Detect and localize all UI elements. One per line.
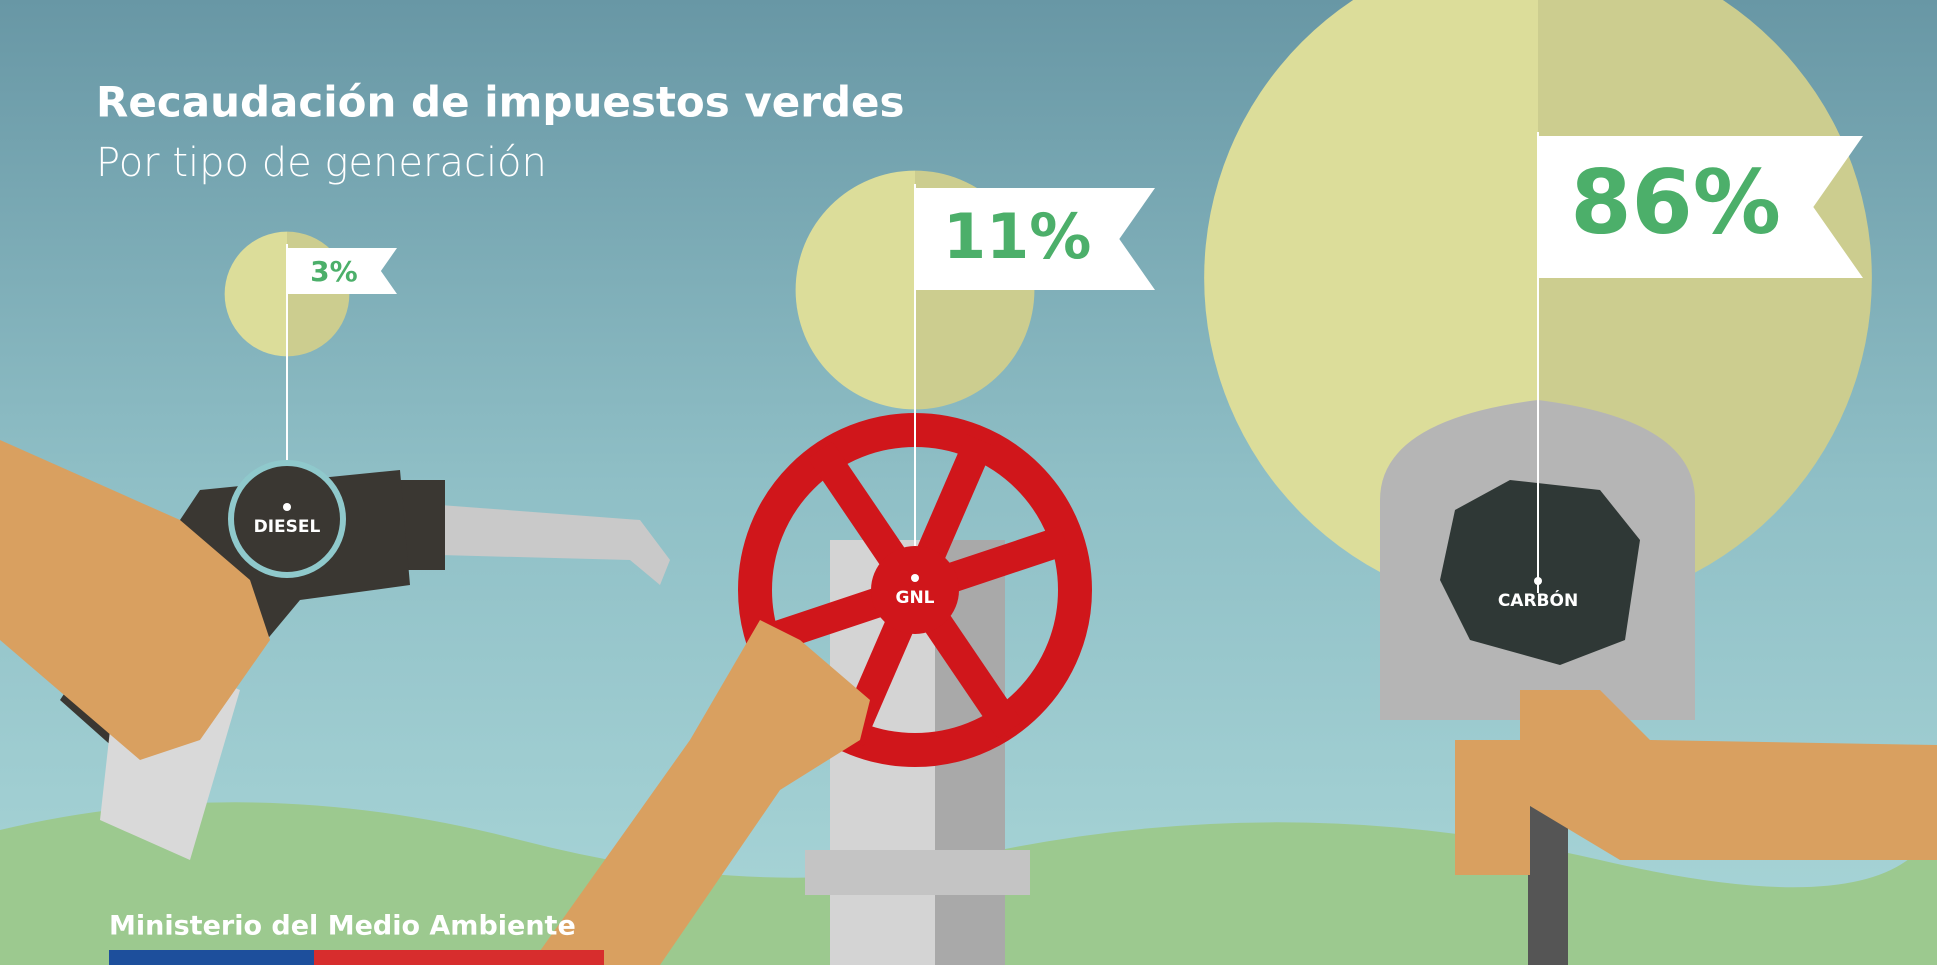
infographic: 3% DIESEL 11% GNL 86% CARBÓN Recaudación de i… bbox=[0, 0, 1937, 965]
value-label: 11% bbox=[943, 200, 1091, 273]
pole-dot bbox=[911, 574, 919, 582]
coal bbox=[1440, 480, 1640, 665]
footer: Ministerio del Medio Ambiente bbox=[109, 911, 576, 942]
pipe-flange bbox=[805, 850, 1030, 895]
footer-bar-red bbox=[314, 950, 604, 965]
chart-subtitle: Por tipo de generación bbox=[96, 140, 547, 186]
chart-title: Recaudación de impuestos verdes bbox=[96, 78, 905, 127]
footer-bar-blue bbox=[109, 950, 314, 965]
pole-dot bbox=[1534, 577, 1542, 585]
category-label: DIESEL bbox=[254, 517, 321, 537]
value-label: 3% bbox=[310, 255, 358, 288]
pole-dot bbox=[283, 503, 291, 511]
carbon-fingers bbox=[1455, 740, 1530, 875]
value-label: 86% bbox=[1570, 151, 1781, 254]
category-label: GNL bbox=[895, 588, 934, 608]
category-label: CARBÓN bbox=[1498, 589, 1578, 611]
